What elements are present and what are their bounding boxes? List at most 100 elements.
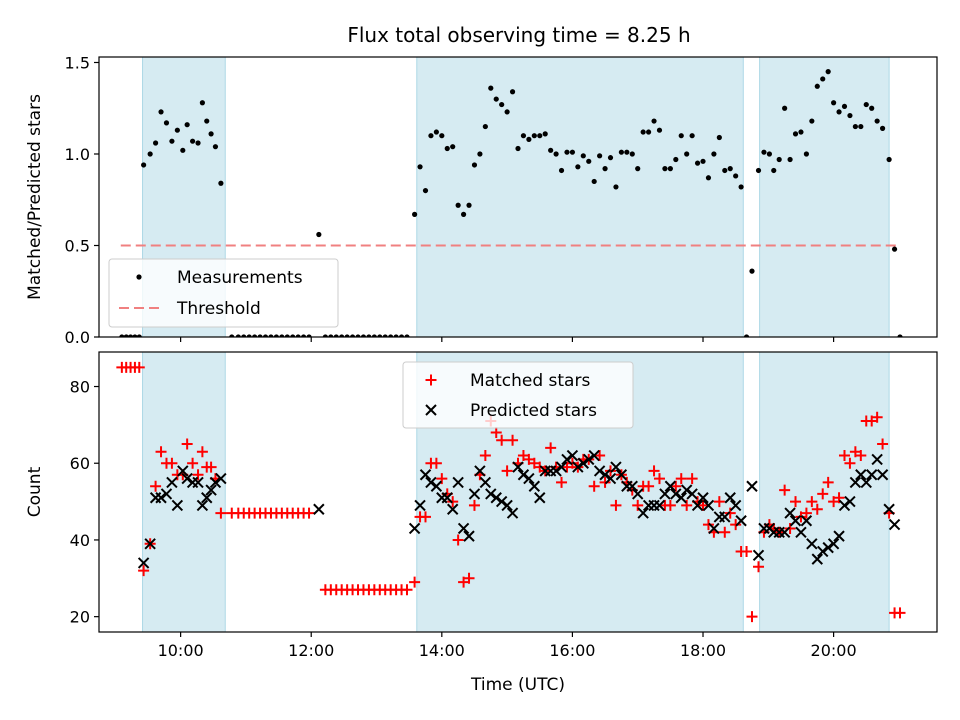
- predicted-star-point: [822, 541, 834, 554]
- matched-star-point: [753, 561, 765, 573]
- measurement-point: [349, 334, 356, 337]
- legend-predicted-marker: [425, 404, 437, 416]
- matched-star-point: [833, 492, 845, 504]
- measurement-point: [569, 149, 576, 155]
- predicted-star-point: [506, 507, 519, 519]
- matched-star-point: [303, 507, 315, 519]
- legend-matched-marker: [425, 374, 437, 386]
- measurement-point: [404, 334, 410, 337]
- measurement-point: [553, 151, 559, 157]
- predicted-star-point: [144, 538, 156, 550]
- measurement-point: [246, 334, 252, 337]
- measurement-point: [184, 122, 190, 128]
- measurement-point: [355, 334, 361, 337]
- measurement-point: [852, 123, 858, 130]
- predicted-star-point: [192, 476, 204, 489]
- measurement-point: [189, 138, 196, 144]
- predicted-star-point: [615, 469, 628, 481]
- matched-star-point: [187, 457, 199, 469]
- y-tick-label: 20: [70, 608, 90, 627]
- matched-star-point: [730, 519, 742, 531]
- measurement-point: [820, 76, 826, 82]
- measurement-point: [398, 334, 405, 337]
- matched-star-point: [702, 519, 714, 531]
- measurement-point: [477, 151, 483, 157]
- measurement-point: [471, 162, 478, 168]
- predicted-star-point: [561, 453, 573, 466]
- predicted-star-point: [572, 461, 584, 473]
- measurement-point: [743, 334, 750, 337]
- measurement-point: [694, 160, 701, 166]
- measurement-point: [180, 147, 186, 153]
- measurement-point: [858, 123, 864, 130]
- legend-threshold-label: Threshold: [176, 299, 261, 319]
- measurement-point: [749, 268, 755, 274]
- measurement-point: [174, 127, 180, 133]
- predicted-star-point: [457, 522, 470, 535]
- legend-top: Measurements Threshold: [108, 258, 339, 328]
- measurement-point: [455, 202, 461, 208]
- matched-star-point: [784, 522, 796, 534]
- predicted-star-point: [474, 465, 486, 477]
- measurement-point: [782, 105, 788, 111]
- predicted-star-point: [452, 476, 464, 489]
- x-tick-label: 20:00: [811, 641, 857, 660]
- matched-star-point: [419, 511, 431, 523]
- matched-star-point: [779, 484, 791, 496]
- measurement-point: [482, 123, 488, 130]
- measurement-point: [667, 166, 673, 172]
- predicted-star-point: [181, 472, 193, 485]
- measurement-point: [366, 334, 372, 337]
- matched-star-point: [468, 499, 480, 511]
- x-tick-label: 12:00: [288, 641, 334, 660]
- predicted-star-point: [512, 461, 524, 473]
- x-tick-label: 10:00: [158, 641, 204, 660]
- predicted-star-point: [215, 472, 227, 485]
- predicted-star-point: [610, 461, 622, 473]
- matched-star-point: [838, 450, 850, 462]
- matched-star-point: [741, 545, 753, 557]
- matched-star-point: [871, 411, 883, 423]
- measurement-point: [428, 133, 434, 139]
- measurement-point: [597, 153, 603, 159]
- matched-star-point: [686, 473, 698, 485]
- measurement-point: [306, 334, 312, 337]
- measurement-point: [803, 151, 810, 157]
- predicted-star-point: [883, 503, 895, 515]
- measurement-point: [412, 211, 418, 217]
- measurement-point: [575, 164, 581, 170]
- predicted-star-point: [463, 530, 475, 542]
- predicted-star-point: [583, 453, 595, 466]
- measurement-point: [662, 166, 668, 172]
- measurement-point: [766, 151, 773, 157]
- predicted-star-point: [708, 522, 720, 535]
- measurement-point: [515, 145, 521, 152]
- predicted-star-point: [697, 492, 709, 504]
- predicted-star-point: [479, 476, 492, 489]
- matched-star-point: [588, 480, 600, 492]
- measurement-point: [127, 334, 134, 337]
- matched-star-point: [479, 450, 491, 462]
- matched-star-point: [681, 499, 693, 511]
- predicted-star-point: [626, 480, 638, 492]
- measurement-point: [640, 129, 646, 135]
- measurement-point: [537, 133, 543, 139]
- axes-frame: [98, 56, 938, 338]
- measurement-point: [371, 334, 377, 337]
- measurement-point: [439, 133, 445, 139]
- y-tick-label: 60: [70, 454, 90, 473]
- measurement-point: [450, 144, 456, 150]
- measurement-point: [460, 211, 467, 217]
- measurement-point: [814, 83, 820, 89]
- predicted-star-point: [599, 469, 611, 481]
- measurement-point: [897, 334, 903, 337]
- measurement-point: [798, 129, 804, 135]
- predicted-star-point: [860, 476, 872, 489]
- measurement-point: [158, 109, 164, 115]
- matched-star-point: [800, 507, 812, 519]
- matched-star-point: [713, 496, 725, 508]
- x-tick-label: 14:00: [419, 641, 465, 660]
- measurement-point: [195, 140, 201, 146]
- measurement-point: [520, 133, 527, 139]
- matched-star-point: [205, 461, 217, 473]
